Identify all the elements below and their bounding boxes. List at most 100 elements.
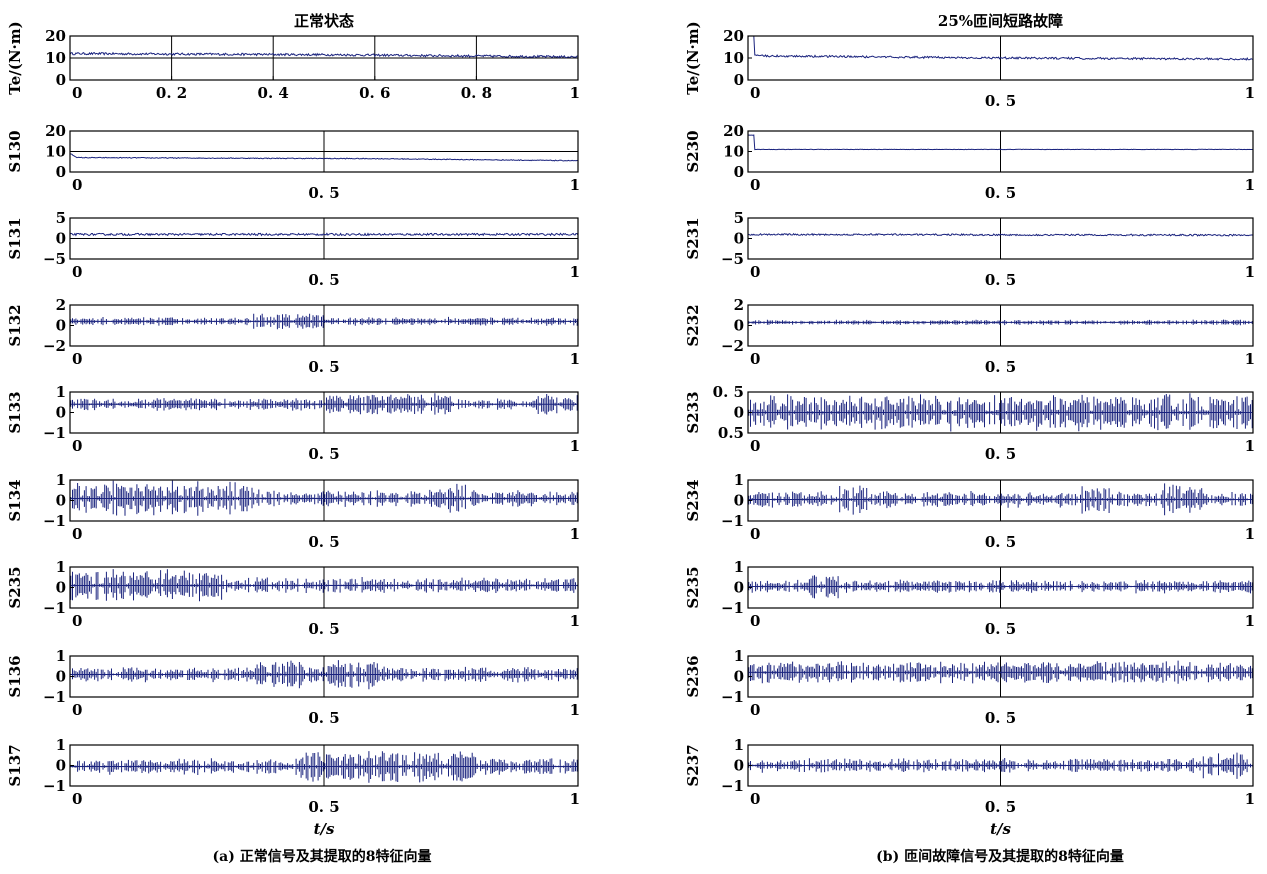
- x-tick-label: 0: [72, 701, 82, 719]
- y-tick-label: 5: [56, 209, 66, 227]
- y-tick-label: −1: [721, 688, 744, 706]
- y-axis-label: S130: [6, 130, 24, 172]
- y-tick-label: 0: [734, 757, 744, 775]
- y-tick-label: 10: [723, 49, 744, 67]
- series-trace: [748, 660, 1253, 684]
- series-line: [70, 153, 578, 162]
- y-tick-label: −1: [43, 777, 66, 795]
- y-tick-label: 0: [734, 163, 744, 181]
- series-bars: [70, 313, 578, 330]
- series-line: [70, 51, 578, 59]
- y-axis-label: S237: [684, 744, 702, 786]
- subplot-a6: −1 0 1 0 0. 5 1 S134: [6, 471, 580, 551]
- y-tick-label: 0.5: [718, 424, 744, 442]
- subplot-b9: −1 0 1 0 0. 5 1 S237 t/s: [684, 736, 1255, 838]
- x-tick-label: 0. 5: [308, 358, 339, 376]
- series-line: [748, 232, 1253, 237]
- series-bars: [70, 480, 578, 516]
- y-tick-label: −1: [721, 777, 744, 795]
- subplot-a9: −1 0 1 0 0. 5 1 S137 t/s: [6, 736, 580, 838]
- series-bars: [748, 660, 1253, 684]
- y-tick-label: 2: [734, 296, 744, 314]
- x-tick-label: 0. 5: [985, 271, 1016, 289]
- x-tick-label: 0. 5: [308, 184, 339, 202]
- y-tick-label: 1: [734, 736, 744, 754]
- y-tick-label: −5: [721, 250, 744, 268]
- y-tick-label: −1: [43, 512, 66, 530]
- y-tick-label: −1: [721, 599, 744, 617]
- y-tick-label: 0: [56, 492, 66, 510]
- x-tick-label: 1: [1245, 790, 1255, 808]
- y-axis-label: S133: [6, 391, 24, 433]
- subplot-a5: −1 0 1 0 0. 5 1 S133: [6, 383, 580, 463]
- x-tick-label: 0: [750, 263, 760, 281]
- x-tick-label: 0: [72, 612, 82, 630]
- y-tick-label: 1: [734, 471, 744, 489]
- series-trace: [748, 134, 1253, 151]
- y-tick-label: 20: [723, 122, 744, 140]
- series-trace: [70, 480, 578, 516]
- series-trace: [748, 575, 1253, 599]
- caption-a: (a) 正常信号及其提取的8特征向量: [212, 849, 432, 865]
- subplot-a3: −5 0 5 0 0. 5 1 S131: [6, 209, 580, 289]
- y-tick-label: 0: [734, 317, 744, 335]
- x-tick-label: 1: [1245, 437, 1255, 455]
- y-tick-label: 5: [734, 209, 744, 227]
- series-trace: [70, 751, 578, 783]
- y-tick-label: −2: [721, 337, 744, 355]
- y-tick-label: 0: [56, 757, 66, 775]
- x-tick-label: 0. 5: [308, 271, 339, 289]
- y-axis-label: Te/(N·m): [6, 21, 24, 94]
- subplot-b6: −1 0 1 0 0. 5 1 S234: [684, 471, 1255, 551]
- x-tick-label: 0. 5: [985, 620, 1016, 638]
- y-axis-label: S236: [684, 655, 702, 697]
- x-tick-label: 1: [1245, 263, 1255, 281]
- x-tick-label: 1: [1245, 84, 1255, 102]
- x-tick-label: 0. 5: [308, 709, 339, 727]
- x-tick-label: 0. 5: [308, 533, 339, 551]
- subplot-b1: 0 10 20 0 0. 5 1 Te/(N·m) 25%匝间短路故障: [684, 12, 1255, 110]
- x-tick-label: 1: [570, 612, 580, 630]
- x-tick-label: 0: [72, 350, 82, 368]
- series-trace: [70, 153, 578, 162]
- x-tick-label: 0: [750, 525, 760, 543]
- y-tick-label: 10: [45, 49, 66, 67]
- subplot-b5: 0.5 0 0. 5 0 0. 5 1 S233: [684, 383, 1255, 463]
- subplot-a7: −1 0 1 0 0. 5 1 S235: [6, 558, 580, 638]
- series-bars: [70, 660, 578, 690]
- y-tick-label: −5: [43, 250, 66, 268]
- series-bars: [748, 319, 1253, 326]
- y-tick-label: −1: [43, 424, 66, 442]
- y-tick-label: 20: [45, 122, 66, 140]
- x-tick-label: 0. 5: [985, 798, 1016, 816]
- series-trace: [70, 313, 578, 330]
- x-axis-label: t/s: [990, 820, 1011, 838]
- y-tick-label: 0: [56, 71, 66, 89]
- y-tick-label: 1: [56, 558, 66, 576]
- series-line: [748, 134, 1253, 151]
- x-tick-label: 1: [1245, 612, 1255, 630]
- subplot-a4: −2 0 2 0 0. 5 1 S132: [6, 296, 580, 376]
- series-trace: [70, 51, 578, 59]
- x-tick-label: 0: [750, 176, 760, 194]
- y-tick-label: 0: [734, 404, 744, 422]
- subplot-b2: 0 10 20 0 0. 5 1 S230: [684, 122, 1255, 202]
- x-tick-label: 0: [750, 790, 760, 808]
- y-tick-label: 20: [723, 27, 744, 45]
- x-tick-label: 0. 5: [985, 358, 1016, 376]
- x-tick-label: 0. 5: [985, 445, 1016, 463]
- x-tick-label: 0: [72, 525, 82, 543]
- y-axis-label: S230: [684, 130, 702, 172]
- subplot-b7: −1 0 1 0 0. 5 1 S235: [684, 558, 1255, 638]
- y-tick-label: 0: [734, 71, 744, 89]
- series-line: [748, 36, 1253, 61]
- x-tick-label: 0. 5: [308, 620, 339, 638]
- x-tick-label: 1: [1245, 176, 1255, 194]
- x-axis-label: t/s: [314, 820, 335, 838]
- subplot-a2: 0 10 20 0 0. 5 1 S130: [6, 122, 580, 202]
- y-tick-label: 0: [56, 404, 66, 422]
- x-tick-label: 0. 4: [258, 84, 289, 102]
- y-tick-label: 0: [734, 230, 744, 248]
- x-tick-label: 0: [72, 263, 82, 281]
